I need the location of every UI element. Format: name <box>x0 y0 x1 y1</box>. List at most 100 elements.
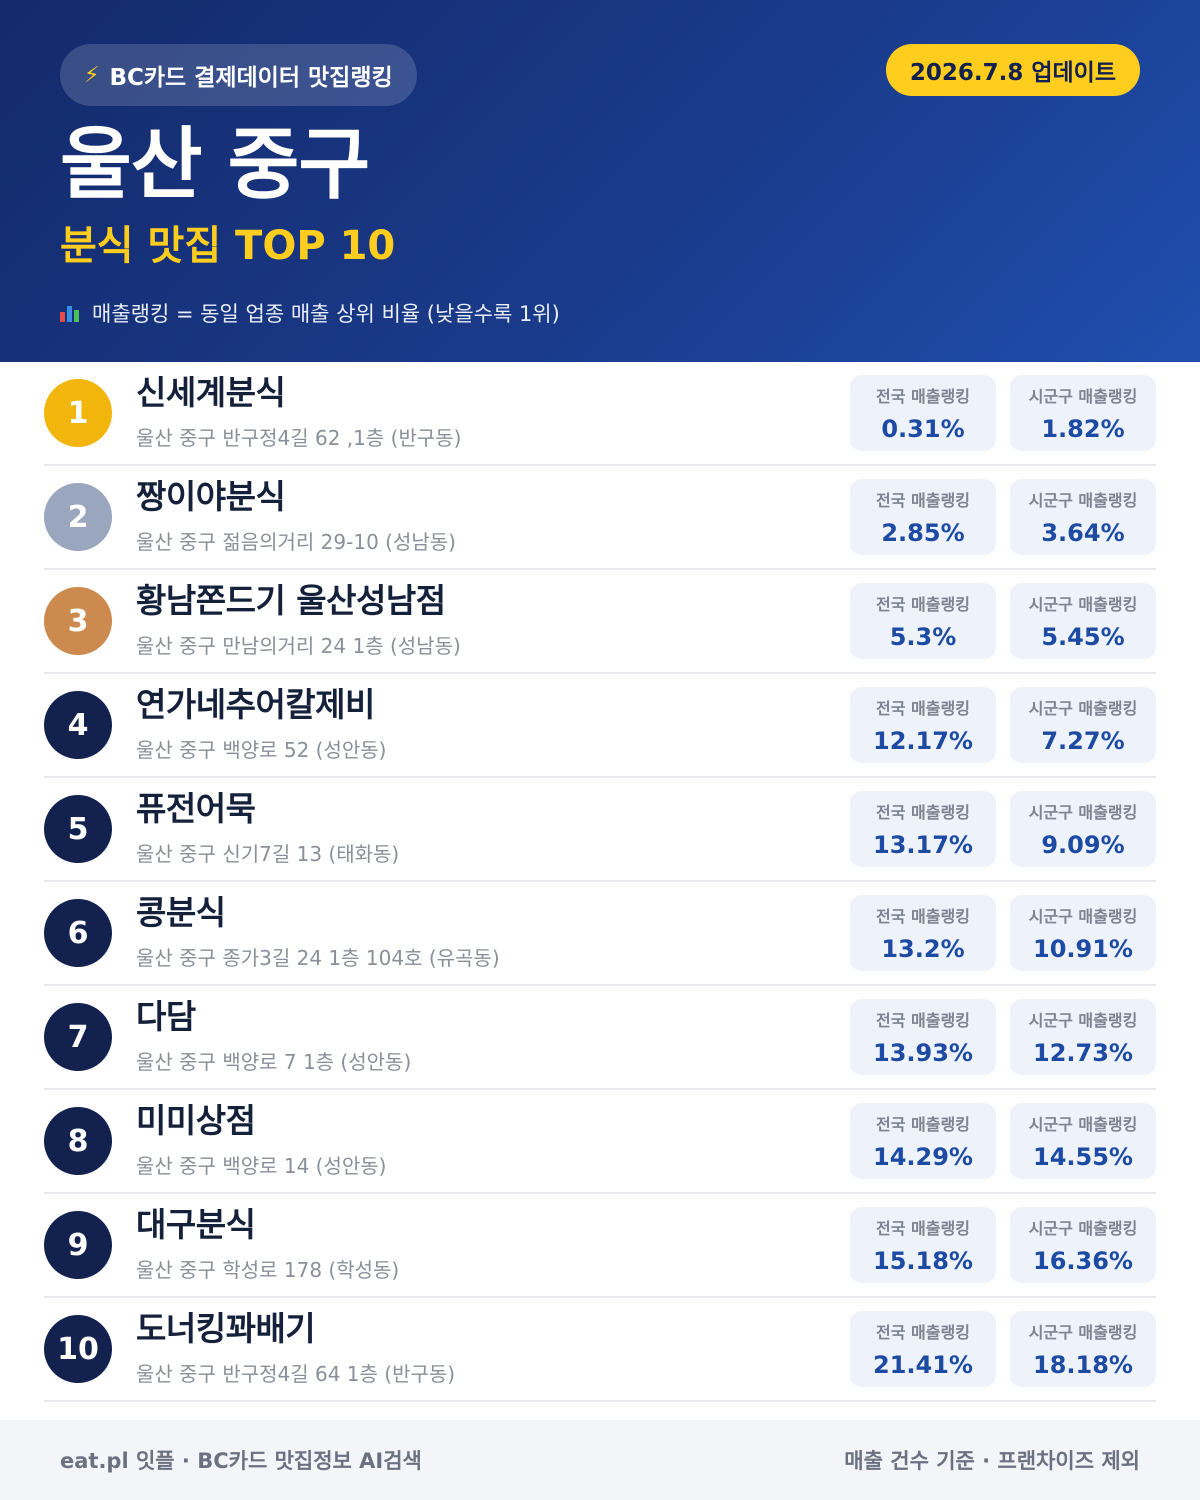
local-ranking-label: 시군구 매출랭킹 <box>1028 1115 1138 1134</box>
national-ranking-label: 전국 매출랭킹 <box>876 907 970 926</box>
list-item[interactable]: 6 콩분식 울산 중구 종가3길 24 1층 104호 (유곡동) 전국 매출랭킹 13… <box>44 882 1156 986</box>
list-item[interactable]: 4 연가네추어칼제비 울산 중구 백양로 52 (성안동) 전국 매출랭킹 12.17%… <box>44 674 1156 778</box>
restaurant-address: 울산 중구 백양로 52 (성안동) <box>136 737 387 762</box>
local-ranking-value: 14.55% <box>1033 1143 1133 1171</box>
local-ranking-box: 시군구 매출랭킹 7.27% <box>1010 687 1156 763</box>
local-ranking-label: 시군구 매출랭킹 <box>1028 491 1138 510</box>
lightning-icon: ⚡ <box>84 62 100 88</box>
restaurant-name: 퓨전어묵 <box>136 789 256 829</box>
restaurant-name: 황남쫀드기 울산성남점 <box>136 581 446 621</box>
national-ranking-value: 13.93% <box>873 1039 973 1067</box>
local-ranking-label: 시군구 매출랭킹 <box>1028 1323 1138 1342</box>
national-ranking-label: 전국 매출랭킹 <box>876 387 970 406</box>
restaurant-name: 짱이야분식 <box>136 477 286 517</box>
local-ranking-value: 7.27% <box>1041 727 1125 755</box>
national-ranking-box: 전국 매출랭킹 21.41% <box>850 1311 996 1387</box>
local-ranking-label: 시군구 매출랭킹 <box>1028 803 1138 822</box>
bar-chart-icon <box>60 304 80 322</box>
national-ranking-box: 전국 매출랭킹 5.3% <box>850 583 996 659</box>
national-ranking-box: 전국 매출랭킹 12.17% <box>850 687 996 763</box>
local-ranking-box: 시군구 매출랭킹 5.45% <box>1010 583 1156 659</box>
national-ranking-label: 전국 매출랭킹 <box>876 491 970 510</box>
national-ranking-box: 전국 매출랭킹 13.2% <box>850 895 996 971</box>
local-ranking-label: 시군구 매출랭킹 <box>1028 595 1138 614</box>
restaurant-name: 콩분식 <box>136 893 226 933</box>
rank-badge: 1 <box>44 379 112 447</box>
header: ⚡ BC카드 결제데이터 맛집랭킹 2026.7.8 업데이트 울산 중구 분식… <box>0 0 1200 362</box>
local-ranking-box: 시군구 매출랭킹 16.36% <box>1010 1207 1156 1283</box>
restaurant-name: 다담 <box>136 997 196 1037</box>
national-ranking-box: 전국 매출랭킹 2.85% <box>850 479 996 555</box>
local-ranking-box: 시군구 매출랭킹 14.55% <box>1010 1103 1156 1179</box>
national-ranking-label: 전국 매출랭킹 <box>876 1323 970 1342</box>
local-ranking-value: 1.82% <box>1041 415 1125 443</box>
list-item[interactable]: 8 미미상점 울산 중구 백양로 14 (성안동) 전국 매출랭킹 14.29% 시군구 … <box>44 1090 1156 1194</box>
restaurant-address: 울산 중구 반구정4길 64 1층 (반구동) <box>136 1361 456 1386</box>
local-ranking-value: 16.36% <box>1033 1247 1133 1275</box>
restaurant-address: 울산 중구 젊음의거리 29-10 (성남동) <box>136 529 456 554</box>
national-ranking-box: 전국 매출랭킹 13.93% <box>850 999 996 1075</box>
national-ranking-value: 13.17% <box>873 831 973 859</box>
ranking-note-text: 매출랭킹 = 동일 업종 매출 상위 비율 (낮을수록 1위) <box>92 302 560 326</box>
rank-badge: 8 <box>44 1107 112 1175</box>
local-ranking-label: 시군구 매출랭킹 <box>1028 907 1138 926</box>
list-item[interactable]: 10 도너킹꽈배기 울산 중구 반구정4길 64 1층 (반구동) 전국 매출랭킹 21… <box>44 1298 1156 1402</box>
list-item[interactable]: 9 대구분식 울산 중구 학성로 178 (학성동) 전국 매출랭킹 15.18% 시군구… <box>44 1194 1156 1298</box>
local-ranking-box: 시군구 매출랭킹 18.18% <box>1010 1311 1156 1387</box>
update-date-badge: 2026.7.8 업데이트 <box>885 44 1140 96</box>
restaurant-address: 울산 중구 백양로 7 1층 (성안동) <box>136 1049 412 1074</box>
restaurant-address: 울산 중구 종가3길 24 1층 104호 (유곡동) <box>136 945 500 970</box>
local-ranking-box: 시군구 매출랭킹 10.91% <box>1010 895 1156 971</box>
rank-badge: 6 <box>44 899 112 967</box>
footer-criteria: 매출 건수 기준 · 프랜차이즈 제외 <box>844 1449 1140 1473</box>
national-ranking-box: 전국 매출랭킹 14.29% <box>850 1103 996 1179</box>
footer-source: eat.pl 잇플 · BC카드 맛집정보 AI검색 <box>60 1449 422 1473</box>
national-ranking-label: 전국 매출랭킹 <box>876 699 970 718</box>
local-ranking-box: 시군구 매출랭킹 3.64% <box>1010 479 1156 555</box>
national-ranking-value: 12.17% <box>873 727 973 755</box>
national-ranking-value: 0.31% <box>881 415 965 443</box>
restaurant-address: 울산 중구 만남의거리 24 1층 (성남동) <box>136 633 461 658</box>
restaurant-address: 울산 중구 반구정4길 62 ,1층 (반구동) <box>136 425 462 450</box>
local-ranking-value: 18.18% <box>1033 1351 1133 1379</box>
local-ranking-box: 시군구 매출랭킹 9.09% <box>1010 791 1156 867</box>
local-ranking-label: 시군구 매출랭킹 <box>1028 1219 1138 1238</box>
restaurant-address: 울산 중구 신기7길 13 (태화동) <box>136 841 400 866</box>
restaurant-address: 울산 중구 학성로 178 (학성동) <box>136 1257 400 1282</box>
local-ranking-label: 시군구 매출랭킹 <box>1028 699 1138 718</box>
list-item[interactable]: 2 짱이야분식 울산 중구 젊음의거리 29-10 (성남동) 전국 매출랭킹 2.85… <box>44 466 1156 570</box>
local-ranking-value: 9.09% <box>1041 831 1125 859</box>
restaurant-name: 도너킹꽈배기 <box>136 1309 316 1349</box>
list-item[interactable]: 3 황남쫀드기 울산성남점 울산 중구 만남의거리 24 1층 (성남동) 전국 매출… <box>44 570 1156 674</box>
list-item[interactable]: 7 다담 울산 중구 백양로 7 1층 (성안동) 전국 매출랭킹 13.93% 시군구 … <box>44 986 1156 1090</box>
national-ranking-box: 전국 매출랭킹 13.17% <box>850 791 996 867</box>
local-ranking-value: 5.45% <box>1041 623 1125 651</box>
national-ranking-label: 전국 매출랭킹 <box>876 1219 970 1238</box>
rank-badge: 5 <box>44 795 112 863</box>
national-ranking-box: 전국 매출랭킹 15.18% <box>850 1207 996 1283</box>
national-ranking-value: 14.29% <box>873 1143 973 1171</box>
local-ranking-label: 시군구 매출랭킹 <box>1028 387 1138 406</box>
restaurant-address: 울산 중구 백양로 14 (성안동) <box>136 1153 387 1178</box>
national-ranking-label: 전국 매출랭킹 <box>876 1011 970 1030</box>
national-ranking-label: 전국 매출랭킹 <box>876 803 970 822</box>
local-ranking-value: 12.73% <box>1033 1039 1133 1067</box>
national-ranking-value: 15.18% <box>873 1247 973 1275</box>
restaurant-name: 대구분식 <box>136 1205 256 1245</box>
ranking-note: 매출랭킹 = 동일 업종 매출 상위 비율 (낮을수록 1위) <box>60 298 1140 328</box>
page-title: 울산 중구 <box>60 120 370 210</box>
rank-badge: 7 <box>44 1003 112 1071</box>
rank-badge: 3 <box>44 587 112 655</box>
national-ranking-label: 전국 매출랭킹 <box>876 595 970 614</box>
restaurant-name: 신세계분식 <box>136 373 286 413</box>
